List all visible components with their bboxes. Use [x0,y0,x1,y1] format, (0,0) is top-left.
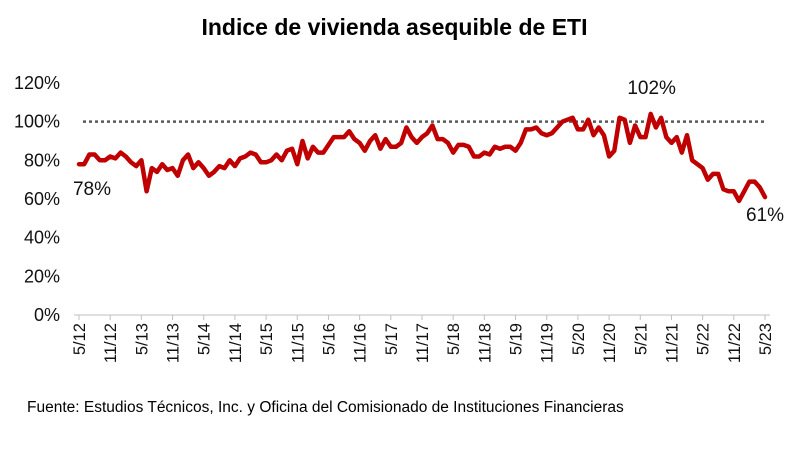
x-tick-labels: 5/12 11/12 5/13 11/13 5/14 11/14 5/15 11/15 5/16… [71,315,775,363]
y-tick-label: 60% [24,189,60,209]
x-tick-label: 5/22 [695,323,713,355]
source-note: Fuente: Estudios Técnicos, Inc. y Oficin… [27,399,624,416]
x-tick-label: 11/18 [476,323,494,363]
x-tick-label: 11/21 [663,323,681,363]
y-tick-label: 20% [24,266,60,286]
x-tick-label: 5/21 [632,323,650,355]
series-lines [76,111,768,204]
x-tick-label: 11/12 [102,323,120,363]
y-tick-label: 80% [24,150,60,170]
x-tick-label: 11/19 [539,323,557,363]
x-tick-label: 11/13 [165,323,183,363]
x-tick-label: 5/12 [71,323,89,355]
x-tick-label: 5/14 [196,323,214,355]
y-tick-label: 120% [14,73,60,93]
x-tick-label: 11/20 [601,323,619,363]
x-tick-label: 11/14 [227,323,245,363]
data-label: 61% [746,205,784,226]
x-tick-label: 5/16 [320,323,338,355]
series-line [76,111,768,204]
y-tick-labels: 0% 20% 40% 60% 80% 100% 120% [14,73,60,325]
x-tick-label: 5/13 [133,323,151,355]
x-tick-label: 5/23 [757,323,775,355]
x-tick-label: 5/20 [570,323,588,355]
x-tick-label: 11/22 [726,323,744,363]
y-tick-label: 0% [34,305,60,325]
y-tick-label: 40% [24,228,60,248]
x-tick-label: 5/18 [445,323,463,355]
x-tick-label: 5/19 [508,323,526,355]
chart-title: Indice de vivienda asequible de ETI [201,14,588,40]
data-label: 102% [627,78,676,99]
x-tick-label: 11/15 [289,323,307,363]
x-tick-label: 5/15 [258,323,276,355]
y-tick-label: 100% [14,112,60,132]
annotations: 78% 102% 61% [73,78,784,226]
x-tick-label: 11/16 [352,323,370,363]
x-tick-label: 11/17 [414,323,432,363]
data-label: 78% [73,179,111,200]
x-tick-label: 5/17 [383,323,401,355]
